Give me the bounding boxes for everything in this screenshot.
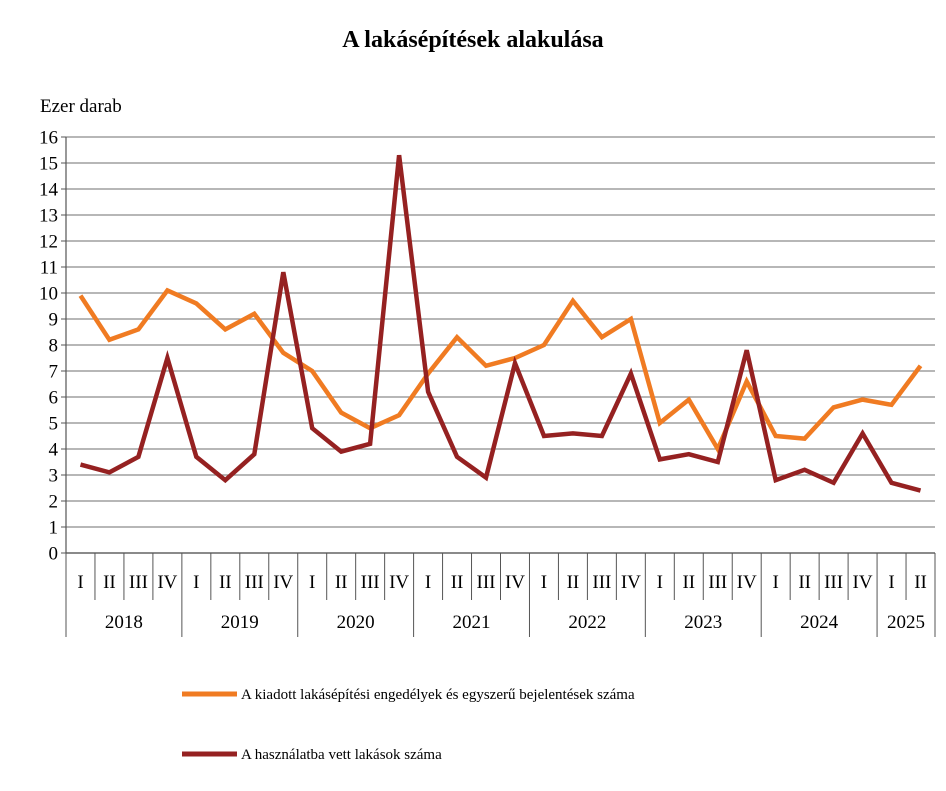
y-tick-label: 7 — [49, 362, 59, 383]
quarter-tick-label: IV — [505, 572, 525, 593]
quarter-tick-label: III — [824, 572, 843, 593]
quarter-tick-label: IV — [621, 572, 641, 593]
legend: A kiadott lakásépítési engedélyek és egy… — [182, 687, 635, 763]
year-tick-label: 2018 — [105, 612, 143, 633]
year-tick-label: 2024 — [800, 612, 839, 633]
y-tick-label: 1 — [49, 518, 59, 539]
y-tick-label: 4 — [49, 440, 59, 461]
year-tick-label: 2025 — [887, 612, 925, 633]
y-tick-label: 6 — [49, 388, 59, 409]
quarter-tick-label: I — [425, 572, 431, 593]
quarter-tick-label: I — [657, 572, 663, 593]
quarter-tick-label: I — [888, 572, 894, 593]
year-tick-label: 2019 — [221, 612, 259, 633]
quarter-tick-label: I — [193, 572, 199, 593]
quarter-tick-label: I — [541, 572, 547, 593]
gridlines — [66, 136, 935, 554]
chart-title: A lakásépítések alakulása — [342, 27, 603, 53]
quarter-tick-label: I — [77, 572, 83, 593]
quarter-tick-label: IV — [273, 572, 293, 593]
y-tick-label: 13 — [39, 206, 58, 227]
year-tick-label: 2020 — [337, 612, 375, 633]
y-axis-unit-label: Ezer darab — [40, 96, 122, 117]
year-tick-label: 2022 — [568, 612, 606, 633]
x-axis: I II III IV I II III IV I II III IV I II III IV I II III IV… — [65, 137, 936, 637]
y-tick-label: 11 — [40, 258, 58, 279]
y-tick-label: 12 — [39, 232, 58, 253]
quarter-tick-label: IV — [737, 572, 757, 593]
quarter-tick-label: I — [309, 572, 315, 593]
quarter-tick-label: IV — [853, 572, 873, 593]
quarter-tick-label: III — [245, 572, 264, 593]
y-tick-label: 8 — [49, 336, 59, 357]
quarter-tick-label: II — [103, 572, 116, 593]
series-line-1 — [78, 287, 923, 454]
quarter-tick-label: II — [451, 572, 464, 593]
quarter-tick-label: II — [798, 572, 811, 593]
quarter-tick-label: III — [708, 572, 727, 593]
legend-label-2: A használatba vett lakások száma — [241, 747, 442, 763]
y-tick-label: 16 — [39, 128, 58, 149]
y-tick-label: 10 — [39, 284, 58, 305]
quarter-tick-label: IV — [157, 572, 177, 593]
quarter-tick-label: II — [682, 572, 695, 593]
quarter-tick-label: IV — [389, 572, 409, 593]
quarter-tick-label: I — [773, 572, 779, 593]
series-lines — [78, 154, 923, 493]
quarter-tick-label: III — [477, 572, 496, 593]
y-tick-label: 9 — [49, 310, 59, 331]
y-tick-label: 15 — [39, 154, 58, 175]
y-tick-label: 0 — [49, 544, 59, 565]
quarter-tick-label: III — [129, 572, 148, 593]
quarter-tick-label: II — [567, 572, 580, 593]
y-tick-label: 2 — [49, 492, 59, 513]
legend-label-1: A kiadott lakásépítési engedélyek és egy… — [241, 687, 635, 703]
year-tick-label: 2021 — [453, 612, 491, 633]
quarter-tick-label: II — [219, 572, 232, 593]
y-tick-label: 5 — [49, 414, 59, 435]
y-tick-label: 14 — [39, 180, 59, 201]
quarter-tick-label: II — [914, 572, 927, 593]
quarter-tick-label: II — [335, 572, 348, 593]
year-tick-label: 2023 — [684, 612, 722, 633]
quarter-tick-label: III — [361, 572, 380, 593]
y-tick-label: 3 — [49, 466, 59, 487]
series-line-2 — [79, 154, 922, 493]
quarter-tick-label: III — [592, 572, 611, 593]
